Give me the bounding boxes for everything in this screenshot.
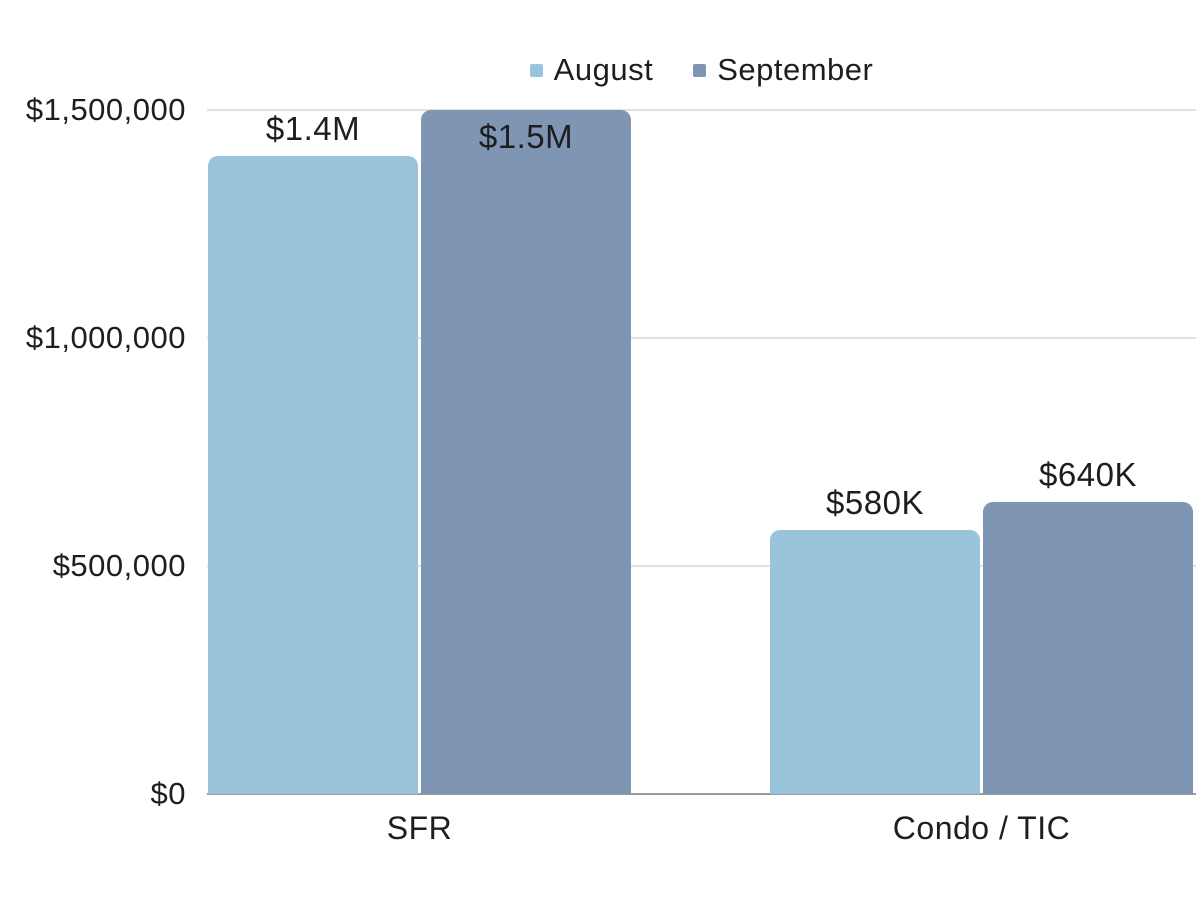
bar-september-condo-tic [983, 502, 1193, 794]
bar-value-label: $1.5M [478, 118, 574, 155]
gridline [207, 565, 1196, 567]
y-tick-label: $1,000,000 [25, 320, 186, 355]
bar-august-sfr [208, 155, 418, 794]
bar-value-label: $580K [826, 483, 924, 521]
x-tick-label-sfr: SFR [386, 810, 453, 846]
y-tick-label: $500,000 [52, 548, 186, 583]
legend-swatch-august [529, 63, 543, 77]
gridline [207, 109, 1196, 111]
bar-value-label: $1.4M [265, 109, 361, 147]
legend-label: August [553, 52, 654, 87]
legend-item-september: September [693, 52, 873, 88]
x-tick-label-condo-tic: Condo / TIC [892, 810, 1071, 846]
chart-legend: August September [207, 48, 1196, 92]
x-axis-baseline [207, 793, 1196, 795]
legend-swatch-september [693, 63, 707, 77]
bar-september-sfr [421, 110, 631, 794]
bar-august-condo-tic [770, 529, 980, 794]
bar-value-label: $640K [1039, 456, 1137, 494]
y-tick-label: $1,500,000 [25, 92, 186, 127]
legend-item-august: August [529, 52, 654, 88]
gridline [207, 337, 1196, 339]
legend-label: September [717, 52, 874, 87]
y-tick-label: $0 [150, 776, 186, 811]
